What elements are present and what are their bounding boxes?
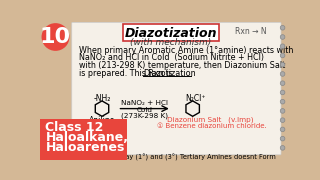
Text: Diazonium Salt   (v.Imp): Diazonium Salt (v.Imp) [167, 117, 254, 123]
Text: with (213-298 K) temperature, then Diazonium Salt: with (213-298 K) temperature, then Diazo… [79, 61, 285, 70]
Text: Diazotization: Diazotization [143, 69, 196, 78]
Text: 10: 10 [40, 27, 71, 47]
Circle shape [280, 72, 285, 76]
Text: Rxn → N: Rxn → N [235, 27, 267, 36]
Text: is prepared. This Rxn is: is prepared. This Rxn is [79, 69, 175, 78]
Text: ① Benzene diazonium chloride.: ① Benzene diazonium chloride. [157, 123, 267, 129]
Text: NaNO₂ + HCl: NaNO₂ + HCl [121, 100, 168, 106]
Text: Class 12: Class 12 [45, 121, 104, 134]
Circle shape [280, 109, 285, 113]
Text: day (1°) and (3°) Tertiary Amines doesnt Form: day (1°) and (3°) Tertiary Amines doesnt… [121, 154, 276, 161]
Circle shape [280, 35, 285, 39]
Circle shape [280, 44, 285, 49]
Text: Haloarenes: Haloarenes [45, 141, 125, 154]
Circle shape [280, 25, 285, 30]
Bar [40, 119, 127, 160]
Circle shape [280, 53, 285, 58]
Text: (with mechanism): (with mechanism) [130, 38, 212, 47]
FancyBboxPatch shape [72, 22, 281, 155]
Circle shape [280, 127, 285, 132]
Circle shape [280, 81, 285, 86]
Text: Cold: Cold [137, 107, 153, 113]
Circle shape [280, 146, 285, 150]
Text: (1°Amines): (1°Amines) [82, 122, 122, 129]
Text: Diazotization: Diazotization [125, 27, 217, 40]
Text: When primary Aromatic Amine (1°amine) reacts with: When primary Aromatic Amine (1°amine) re… [79, 46, 293, 55]
Text: NaNO₂ and HCl in Cold  (Sodium Nitrite + HCl): NaNO₂ and HCl in Cold (Sodium Nitrite + … [79, 53, 264, 62]
Text: (273K-298 K): (273K-298 K) [121, 112, 168, 119]
Circle shape [280, 118, 285, 122]
FancyBboxPatch shape [123, 24, 219, 41]
Text: Haloalkane,: Haloalkane, [45, 131, 128, 144]
Circle shape [280, 90, 285, 95]
Circle shape [280, 136, 285, 141]
Text: Aniline: Aniline [89, 116, 115, 125]
Text: -NH₂: -NH₂ [93, 94, 111, 103]
Circle shape [280, 62, 285, 67]
Circle shape [42, 23, 69, 51]
Text: N₂Cl⁺: N₂Cl⁺ [186, 94, 206, 103]
Circle shape [280, 99, 285, 104]
